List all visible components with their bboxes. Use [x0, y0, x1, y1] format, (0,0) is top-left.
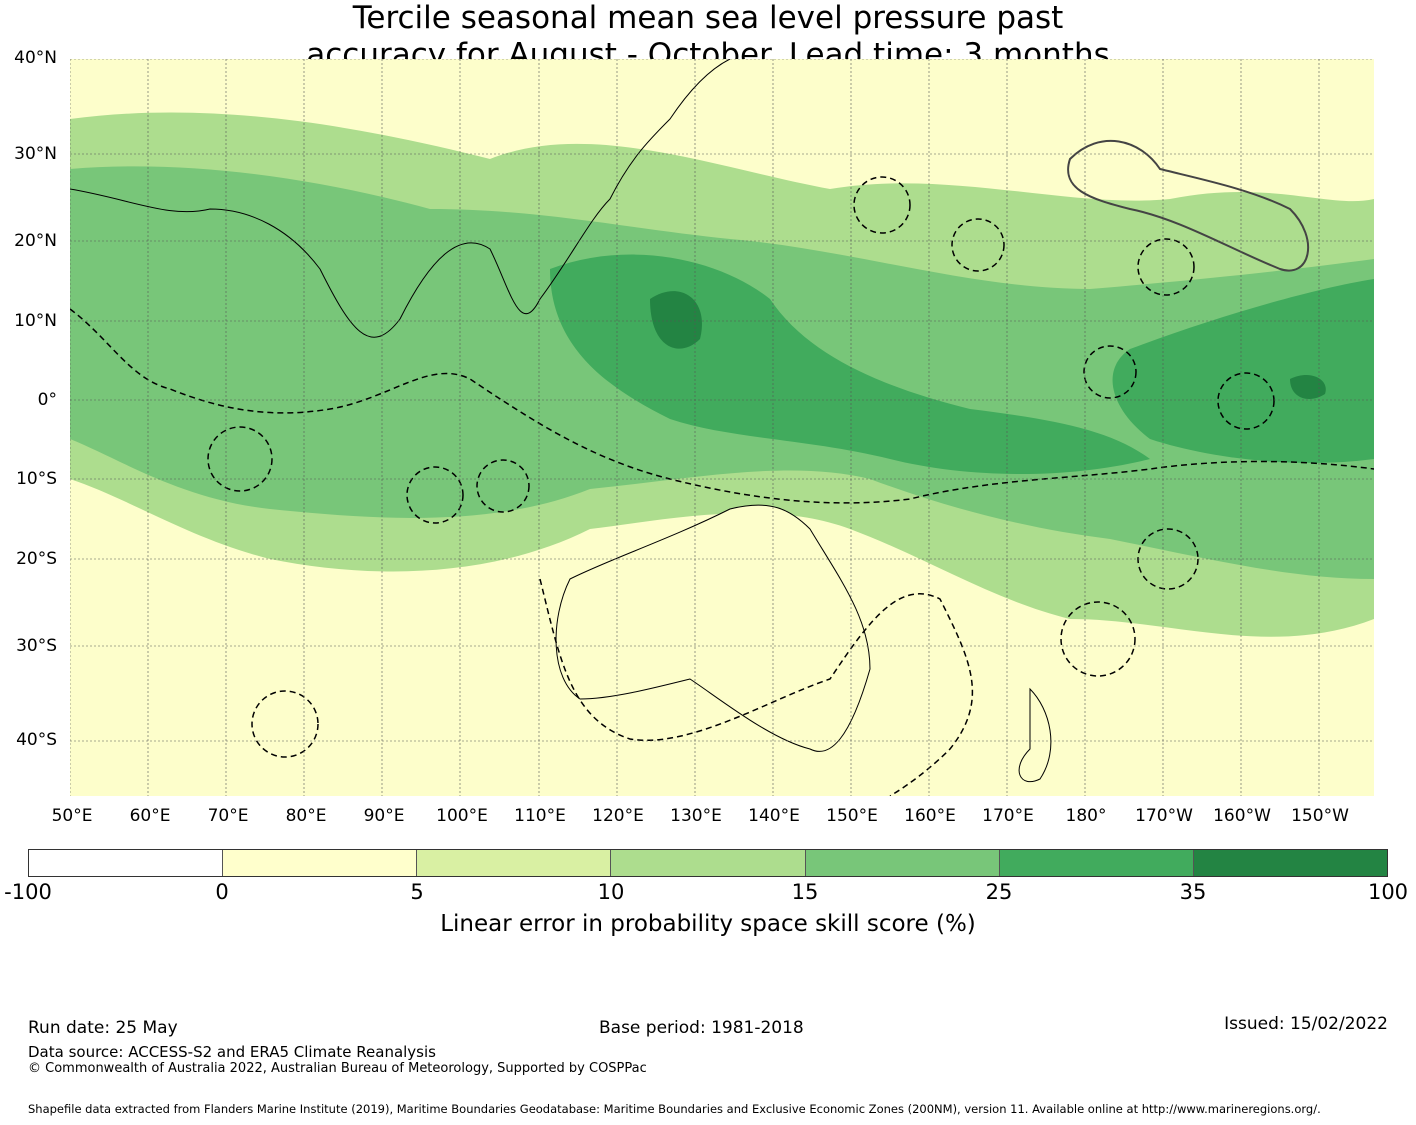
lon-tick-label: 170°E: [982, 806, 1034, 826]
lon-tick-label: 150°E: [826, 806, 878, 826]
lon-tick-label: 110°E: [514, 806, 566, 826]
eez-boundary: [1083, 345, 1137, 399]
issued-date: Issued: 15/02/2022: [1224, 1014, 1388, 1034]
lat-tick-label: 30°N: [14, 144, 57, 164]
lon-tick-label: 160°E: [904, 806, 956, 826]
colorbar-segment: [223, 850, 418, 876]
colorbar-segment: [611, 850, 806, 876]
lat-tick-label: 0°: [37, 390, 57, 410]
colorbar-tick-label: 5: [410, 880, 424, 904]
lat-tick-label: 40°N: [14, 48, 57, 68]
lon-tick-label: 130°E: [670, 806, 722, 826]
asia-coastline: [69, 58, 731, 338]
colorbar-segment: [1193, 850, 1387, 876]
colorbar-tick-label: 15: [791, 880, 819, 904]
hawaii-eez-boundary: [1067, 140, 1309, 272]
title-line-1: Tercile seasonal mean sea level pressure…: [352, 0, 1064, 36]
eez-boundary-australia: [539, 578, 974, 797]
eez-boundary: [1217, 372, 1275, 430]
eez-boundary: [406, 466, 464, 524]
lon-tick-label: 170°W: [1135, 806, 1193, 826]
eez-boundaries: [69, 176, 1375, 797]
lat-tick-label: 20°N: [14, 231, 57, 251]
colorbar-segment: [29, 850, 224, 876]
graticule: [69, 58, 1374, 796]
lon-tick-label: 140°E: [748, 806, 800, 826]
lat-tick-label: 10°N: [14, 311, 57, 331]
skill-zone-35-100-east: [1290, 374, 1326, 399]
colorbar-tick-label: 10: [597, 880, 625, 904]
base-period: Base period: 1981-2018: [599, 1018, 804, 1038]
colorbar-tick-label: 0: [215, 880, 229, 904]
lon-tick-label: 60°E: [129, 806, 171, 826]
lon-tick-label: 120°E: [592, 806, 644, 826]
lat-tick-label: 40°S: [16, 730, 57, 750]
eez-boundary: [1137, 238, 1195, 296]
eez-boundary: [951, 218, 1005, 272]
lon-tick-label: 70°E: [207, 806, 249, 826]
colorbar-segment: [805, 850, 1000, 876]
colorbar-tick-label: -100: [4, 880, 52, 904]
lat-tick-label: 20°S: [16, 549, 57, 569]
colorbar-tick-label: 25: [985, 880, 1013, 904]
map-title: Tercile seasonal mean sea level pressure…: [230, 0, 1186, 74]
colorbar-tick-label: 100: [1367, 880, 1409, 904]
eez-boundary: [251, 690, 319, 758]
eez-boundary: [1060, 601, 1136, 677]
eez-boundary-band: [69, 308, 1375, 504]
lon-tick-label: 100°E: [436, 806, 488, 826]
map-canvas: [69, 58, 1375, 797]
lon-tick-label: 80°E: [285, 806, 327, 826]
lon-tick-label: 150°W: [1291, 806, 1349, 826]
colorbar-label: Linear error in probability space skill …: [440, 911, 976, 937]
skill-score-map: [69, 58, 1375, 797]
colorbar-segment: [417, 850, 612, 876]
colorbar: [28, 849, 1388, 877]
skill-zone-35-100: [650, 291, 702, 349]
eez-boundary: [853, 176, 911, 234]
lon-tick-label: 90°E: [363, 806, 405, 826]
eez-boundary: [476, 459, 530, 513]
new-zealand-coast: [1018, 687, 1052, 783]
data-source: Data source: ACCESS-S2 and ERA5 Climate …: [28, 1043, 436, 1061]
skill-zone-25-35-east: [1112, 279, 1374, 463]
lat-tick-label: 10°S: [16, 469, 57, 489]
lon-tick-label: 50°E: [51, 806, 93, 826]
colorbar-tick-label: 35: [1179, 880, 1207, 904]
colorbar-segment: [999, 850, 1194, 876]
copyright: © Commonwealth of Australia 2022, Austra…: [28, 1061, 647, 1076]
lat-tick-label: 30°S: [16, 636, 57, 656]
run-date: Run date: 25 May: [28, 1018, 178, 1038]
skill-zone-25-35: [550, 254, 1150, 474]
lon-tick-label: 180°: [1065, 806, 1107, 826]
australia-land: [555, 504, 871, 752]
lon-tick-label: 160°W: [1213, 806, 1271, 826]
eez-boundary: [207, 426, 273, 492]
shapefile-credit: Shapefile data extracted from Flanders M…: [28, 1102, 1321, 1116]
